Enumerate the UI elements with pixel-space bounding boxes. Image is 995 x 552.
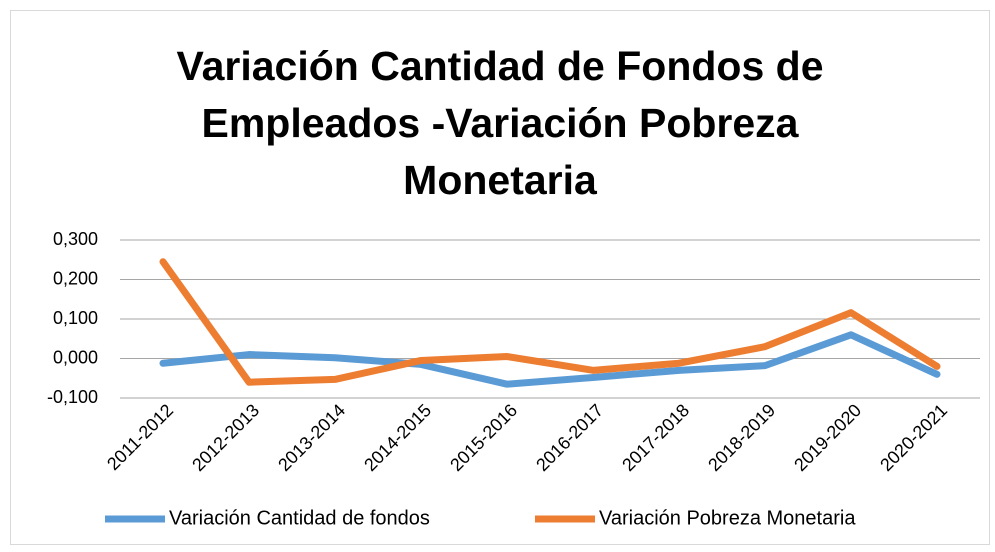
chart-title: Variación Cantidad de Fondos de Empleado… [176, 43, 824, 203]
legend-label: Variación Cantidad de fondos [169, 507, 430, 529]
legend-label: Variación Pobreza Monetaria [599, 507, 856, 529]
line-series [159, 258, 941, 386]
line-series [159, 331, 941, 388]
y-tick-label: 0,300 [53, 229, 98, 249]
y-tick-label: 0,200 [53, 268, 98, 288]
y-tick-label: -0,100 [47, 387, 98, 407]
y-tick-label: 0,100 [53, 308, 98, 328]
y-tick-label: 0,000 [53, 347, 98, 367]
